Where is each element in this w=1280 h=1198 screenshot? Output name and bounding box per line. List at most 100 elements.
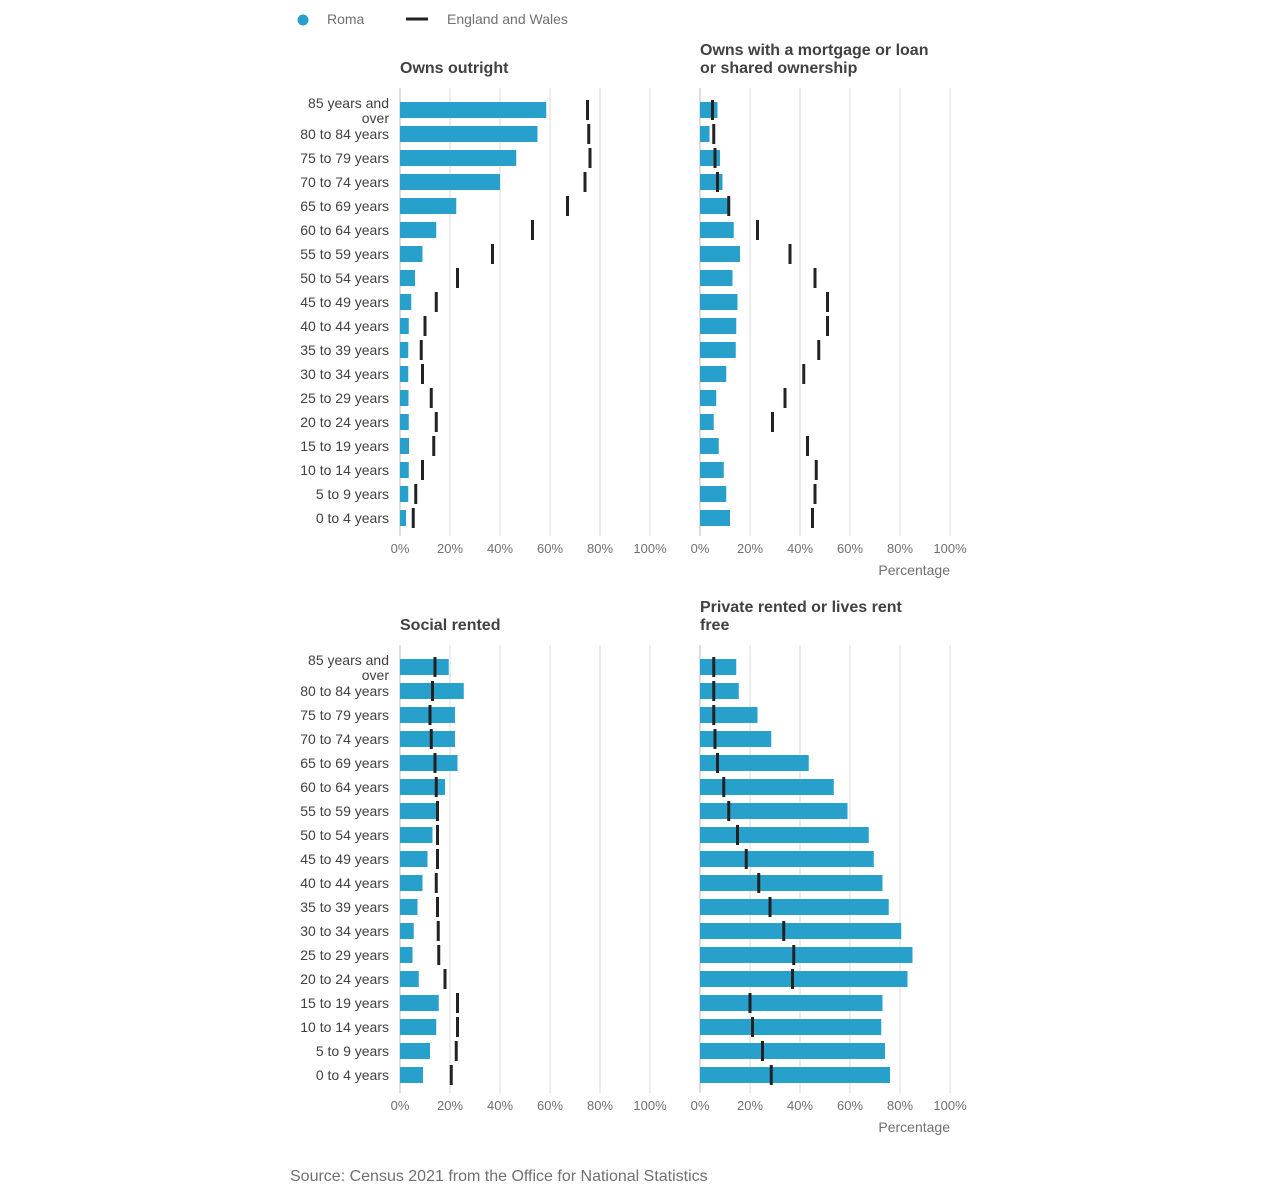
panel-4-roma-bar [700, 779, 834, 795]
panel-3-roma-bar [400, 947, 413, 963]
panel-4-x-tick-label: 60% [837, 1098, 863, 1113]
panel-4-roma-bar [700, 1019, 882, 1035]
panel-3-category-label: 65 to 69 years [300, 755, 389, 771]
panel-1-category-label: 30 to 34 years [300, 366, 389, 382]
panel-2-roma-bar [700, 246, 740, 262]
panel-1-category-label: 55 to 59 years [300, 246, 389, 262]
panel-4-x-tick-label: 20% [737, 1098, 763, 1113]
legend-roma-dot [297, 14, 309, 26]
panel-3-category-label: 15 to 19 years [300, 995, 389, 1011]
panel-2-roma-bar [700, 174, 723, 190]
panel-1-roma-bar [400, 150, 517, 166]
panel-1-roma-bar [400, 270, 415, 286]
panel-1-roma-bar [400, 510, 406, 526]
panel-4-roma-bar [700, 971, 908, 987]
panel-3-roma-bar [400, 707, 455, 723]
panel-3-category-label: 25 to 29 years [300, 947, 389, 963]
panel-3-category-label: 0 to 4 years [316, 1067, 389, 1083]
panel-1-roma-bar [400, 246, 423, 262]
panel-4-roma-bar [700, 947, 913, 963]
panel-2-roma-bar [700, 270, 733, 286]
panel-2-x-tick-label: 40% [787, 541, 813, 556]
panel-2-title: Owns with a mortgage or loan [700, 42, 928, 59]
panel-1-roma-bar [400, 462, 409, 478]
panel-2-x-tick-label: 60% [837, 541, 863, 556]
panel-1-x-tick-label: 60% [537, 541, 563, 556]
panel-3-x-tick-label: 0% [391, 1098, 410, 1113]
panel-1-roma-bar [400, 390, 409, 406]
panel-1-category-label: 80 to 84 years [300, 126, 389, 142]
panel-1-x-tick-label: 80% [587, 541, 613, 556]
panel-1-roma-bar [400, 174, 500, 190]
panel-4-roma-bar [700, 827, 869, 843]
panel-3-category-label: over [362, 667, 390, 683]
panel-4-x-tick-label: 100% [933, 1098, 967, 1113]
panel-1-roma-bar [400, 222, 437, 238]
panel-1-roma-bar [400, 318, 409, 334]
panel-3-x-tick-label: 100% [633, 1098, 667, 1113]
panel-3-roma-bar [400, 731, 455, 747]
panel-4-x-tick-label: 0% [691, 1098, 710, 1113]
panel-2-roma-bar [700, 390, 717, 406]
panel-3-x-tick-label: 60% [537, 1098, 563, 1113]
legend-england-wales-label: England and Wales [447, 11, 568, 27]
panel-1-roma-bar [400, 126, 538, 142]
panel-3-roma-bar [400, 779, 445, 795]
panel-4-roma-bar [700, 755, 809, 771]
panel-2-roma-bar [700, 342, 736, 358]
panel-4-roma-bar [700, 707, 758, 723]
panel-3-roma-bar [400, 971, 419, 987]
panel-2-roma-bar [700, 438, 719, 454]
panel-2-roma-bar [700, 150, 720, 166]
panel-1-category-label: 40 to 44 years [300, 318, 389, 334]
panel-1-roma-bar [400, 438, 409, 454]
panel-2-roma-bar [700, 102, 718, 118]
panel-4-roma-bar [700, 923, 902, 939]
panel-2-x-tick-label: 80% [887, 541, 913, 556]
panel-3-category-label: 80 to 84 years [300, 683, 389, 699]
panel-2-roma-bar [700, 462, 724, 478]
panel-3-category-label: 85 years and [308, 652, 389, 668]
panel-3-category-label: 55 to 59 years [300, 803, 389, 819]
panel-3-roma-bar [400, 899, 418, 915]
panel-1-category-label: 65 to 69 years [300, 198, 389, 214]
panel-4-title: Private rented or lives rent [700, 599, 903, 616]
panel-3-category-label: 50 to 54 years [300, 827, 389, 843]
panel-3-category-label: 20 to 24 years [300, 971, 389, 987]
panel-2-roma-bar [700, 126, 710, 142]
panel-1-roma-bar [400, 102, 547, 118]
panel-4-roma-bar [700, 899, 889, 915]
panel-1-category-label: 35 to 39 years [300, 342, 389, 358]
panel-2-roma-bar [700, 294, 738, 310]
panel-3-x-tick-label: 20% [437, 1098, 463, 1113]
panel-1-roma-bar [400, 486, 409, 502]
panel-3-category-label: 35 to 39 years [300, 899, 389, 915]
panel-3-roma-bar [400, 803, 439, 819]
panel-3-category-label: 60 to 64 years [300, 779, 389, 795]
panel-4-roma-bar [700, 851, 874, 867]
panel-4-x-tick-label: 40% [787, 1098, 813, 1113]
panel-2-roma-bar [700, 414, 714, 430]
panel-3-category-label: 70 to 74 years [300, 731, 389, 747]
panel-1-category-label: 85 years and [308, 95, 389, 111]
panel-2-roma-bar [700, 198, 728, 214]
panel-3-roma-bar [400, 875, 423, 891]
panel-1-category-label: 75 to 79 years [300, 150, 389, 166]
panel-1-category-label: 15 to 19 years [300, 438, 389, 454]
panel-3-x-tick-label: 40% [487, 1098, 513, 1113]
panel-1-x-tick-label: 40% [487, 541, 513, 556]
panel-1-x-tick-label: 100% [633, 541, 667, 556]
panel-4-roma-bar [700, 731, 772, 747]
panel-1-category-label: 50 to 54 years [300, 270, 389, 286]
panel-2-roma-bar [700, 222, 734, 238]
panel-1-roma-bar [400, 342, 409, 358]
panel-3-x-tick-label: 80% [587, 1098, 613, 1113]
panel-3-roma-bar [400, 659, 449, 675]
panel-3-roma-bar [400, 923, 414, 939]
panel-2-title: or shared ownership [700, 60, 858, 77]
panel-3-roma-bar [400, 1043, 430, 1059]
panel-1-category-label: 70 to 74 years [300, 174, 389, 190]
panel-2-roma-bar [700, 510, 730, 526]
panel-1-category-label: 20 to 24 years [300, 414, 389, 430]
panel-4-roma-bar [700, 803, 848, 819]
